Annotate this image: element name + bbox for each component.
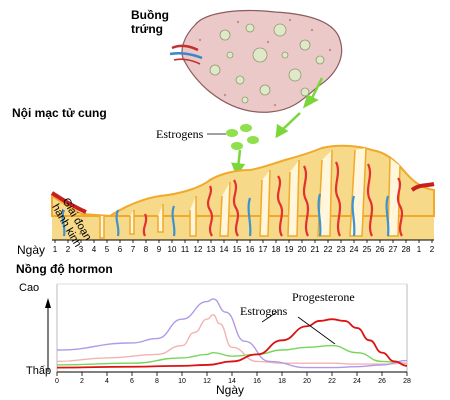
day-tick-label: 4	[92, 245, 97, 254]
day-tick-label: 13	[207, 245, 216, 254]
day-tick-label: 15	[233, 245, 242, 254]
day-tick-label: 10	[168, 245, 177, 254]
y-low-label: Thấp	[26, 365, 52, 377]
ovary-illustration	[169, 9, 343, 113]
x-tick-label: 24	[353, 378, 361, 385]
x-axis-title: Ngày	[216, 383, 245, 397]
progesterone-leader	[261, 311, 278, 323]
estrogen-molecules-icon	[226, 124, 259, 150]
x-tick-label: 0	[55, 378, 59, 385]
day-tick-label: 7	[131, 245, 136, 254]
endometrium-label: Nội mạc tử cung	[12, 106, 107, 120]
x-tick-label: 22	[328, 378, 336, 385]
day-tick-label: 8	[144, 245, 149, 254]
green-arrows	[231, 77, 324, 177]
y-high-label: Cao	[19, 282, 40, 294]
ovary-label: Buồng trứng	[131, 8, 169, 36]
x-tick-label: 10	[178, 378, 186, 385]
series-line-estrogens	[56, 298, 408, 369]
series-line-progesterone	[56, 318, 408, 369]
x-tick-label: 18	[278, 378, 286, 385]
estrogens-top-label: Estrogens	[156, 127, 204, 141]
day-tick-label: 5	[105, 245, 110, 254]
day-tick-label: 2	[66, 245, 71, 254]
day-tick-label: 20	[298, 245, 307, 254]
day-tick-label: 19	[285, 245, 294, 254]
x-tick-label: 14	[228, 378, 236, 385]
x-tick-label: 2	[80, 378, 84, 385]
day-tick-label: 18	[272, 245, 281, 254]
x-tick-label: 28	[403, 378, 411, 385]
x-tick-label: 4	[105, 378, 109, 385]
day-tick-label: 27	[389, 245, 398, 254]
x-tick-label: 6	[130, 378, 134, 385]
day-tick-label: 11	[181, 245, 190, 254]
day-tick-label: 14	[220, 245, 229, 254]
estrogens-leader	[297, 316, 336, 345]
day-tick-label: 2	[430, 245, 435, 254]
hormone-chart: 0 2 4 6 8 10 12 14 16 18 20 22 24 26 28	[45, 283, 411, 385]
hormone-chart-title: Nồng độ hormon	[16, 262, 113, 276]
day-tick-label: 1	[53, 245, 58, 254]
day-tick-label: 24	[350, 245, 359, 254]
day-tick-label: 21	[311, 245, 320, 254]
x-tick-label: 20	[303, 378, 311, 385]
day-tick-label: 28	[402, 245, 411, 254]
day-tick-label: 22	[324, 245, 333, 254]
x-tick-label: 16	[253, 378, 261, 385]
day-tick-label: 25	[363, 245, 372, 254]
endometrium-illustration	[50, 144, 435, 240]
estrogens-chart-label: Estrogens	[240, 304, 288, 318]
day-tick-label: 26	[376, 245, 385, 254]
day-tick-label: 12	[194, 245, 203, 254]
y-axis-arrowhead	[45, 298, 51, 308]
x-tick-label: 26	[378, 378, 386, 385]
day-tick-label: 23	[337, 245, 346, 254]
day-tick-label: 17	[259, 245, 268, 254]
day-tick-label: 3	[79, 245, 84, 254]
x-tick-label: 8	[155, 378, 159, 385]
series-line-hormone-3	[56, 314, 408, 365]
x-tick-label: 12	[203, 378, 211, 385]
progesterone-label: Progesterone	[292, 290, 355, 304]
day-tick-label: 16	[246, 245, 255, 254]
day-tick-label: 1	[417, 245, 422, 254]
day-axis-title: Ngày	[17, 243, 46, 257]
day-tick-label: 6	[118, 245, 123, 254]
day-tick-label: 9	[157, 245, 162, 254]
day-axis: 1 2 3 4 5 6 7 8 9 10 11 12 13 14 15 16 17 18 19 20 21 22 23 24 2…	[53, 240, 435, 254]
